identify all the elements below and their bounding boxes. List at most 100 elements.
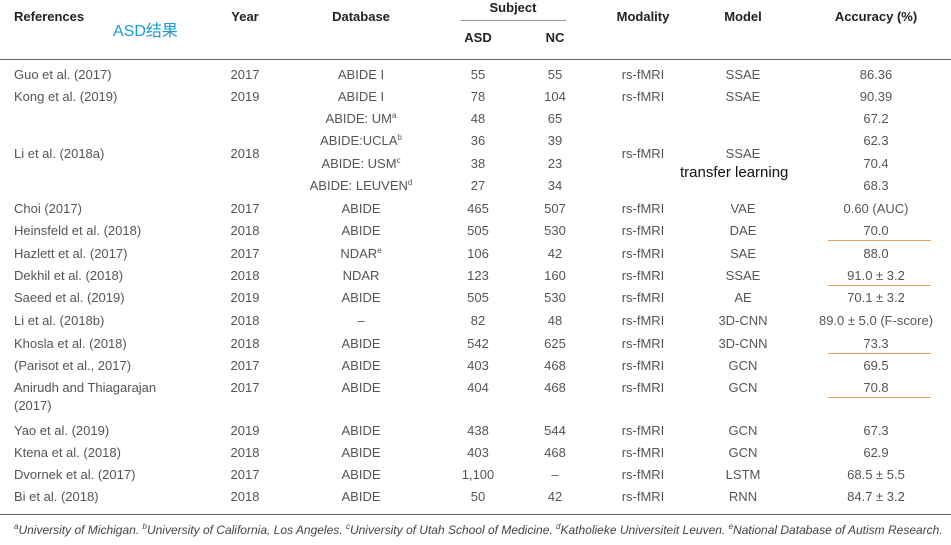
cell-accuracy: 91.0 ± 3.2 (847, 268, 905, 283)
cell-nc: 42 (547, 246, 563, 261)
footnote-text: National Database of Autism Research. (733, 523, 943, 537)
cell-modality: rs-fMRI (621, 268, 665, 283)
cell-model: SSAE (725, 268, 761, 283)
cell-year: 2018 (230, 268, 260, 283)
transfer-learning-annotation: transfer learning (680, 164, 789, 181)
asd-results-annotation: ASD结果 (113, 23, 178, 40)
cell-nc: – (551, 467, 559, 482)
cell-database: ABIDE I (337, 67, 385, 82)
cell-accuracy: 62.3 (863, 133, 889, 148)
cell-year: 2017 (230, 201, 260, 216)
cell-accuracy: 69.5 (863, 358, 889, 373)
cell-database: ABIDE: USMc (321, 156, 401, 171)
cell-asd: 48 (470, 111, 486, 126)
cell-year: 2017 (230, 380, 260, 395)
cell-reference: Choi (2017) (14, 201, 82, 216)
cell-year: 2019 (230, 290, 260, 305)
cell-nc: 55 (547, 67, 563, 82)
cell-accuracy: 70.4 (863, 156, 889, 171)
cell-reference: (Parisot et al., 2017) (14, 358, 132, 373)
cell-nc: 23 (547, 156, 563, 171)
cell-database: ABIDE (341, 290, 381, 305)
cell-modality: rs-fMRI (621, 336, 665, 351)
cell-accuracy: 73.3 (863, 336, 889, 351)
cell-accuracy: 70.0 (863, 223, 889, 238)
cell-model: 3D-CNN (718, 313, 768, 328)
accuracy-highlight-underline (828, 353, 931, 354)
cell-model: GCN (728, 358, 758, 373)
cell-asd: 50 (470, 489, 486, 504)
cell-asd: 1,100 (461, 467, 495, 482)
accuracy-highlight-underline (828, 240, 931, 241)
cell-year: 2018 (230, 445, 260, 460)
cell-asd: 27 (470, 178, 486, 193)
cell-modality: rs-fMRI (621, 380, 665, 395)
cell-nc: 544 (544, 423, 566, 438)
cell-modality: rs-fMRI (621, 223, 665, 238)
cell-modality: rs-fMRI (621, 467, 665, 482)
cell-database: ABIDE (341, 445, 381, 460)
cell-accuracy: 70.8 (863, 380, 889, 395)
cell-modality: rs-fMRI (621, 67, 665, 82)
cell-accuracy: 88.0 (863, 246, 889, 261)
cell-model: GCN (728, 380, 758, 395)
accuracy-highlight-underline (828, 397, 931, 398)
cell-accuracy: 84.7 ± 3.2 (847, 489, 905, 504)
cell-accuracy: 90.39 (859, 89, 893, 104)
cell-asd: 465 (467, 201, 489, 216)
cell-accuracy: 86.36 (859, 67, 893, 82)
cell-year: 2019 (230, 89, 260, 104)
cell-modality: rs-fMRI (621, 290, 665, 305)
cell-database: ABIDE (341, 201, 381, 216)
cell-asd: 505 (467, 290, 489, 305)
header-nc: NC (545, 30, 565, 45)
cell-year: 2017 (230, 246, 260, 261)
cell-database: ABIDE (341, 489, 381, 504)
cell-year: 2017 (230, 67, 260, 82)
cell-nc: 48 (547, 313, 563, 328)
cell-nc: 104 (544, 89, 566, 104)
cell-modality: rs-fMRI (621, 489, 665, 504)
cell-nc: 42 (547, 489, 563, 504)
cell-model: GCN (728, 445, 758, 460)
header-accuracy: Accuracy (%) (834, 9, 918, 24)
cell-reference: Hazlett et al. (2017) (14, 246, 128, 261)
cell-asd: 36 (470, 133, 486, 148)
cell-database: ABIDE:UCLAb (320, 133, 402, 148)
footnote-marker: e (728, 522, 734, 531)
cell-database: NDARe (340, 246, 382, 261)
bottom-rule (0, 514, 951, 515)
cell-reference: Li et al. (2018b) (14, 313, 105, 328)
cell-accuracy: 0.60 (AUC) (843, 201, 909, 216)
cell-reference: Heinsfeld et al. (2018) (14, 223, 142, 238)
cell-nc: 65 (547, 111, 563, 126)
cell-reference: Saeed et al. (2019) (14, 290, 125, 305)
cell-model: RNN (728, 489, 758, 504)
accuracy-highlight-underline (828, 285, 931, 286)
cell-year: 2017 (230, 358, 260, 373)
cell-asd: 404 (467, 380, 489, 395)
cell-accuracy: 67.3 (863, 423, 889, 438)
cell-modality: rs-fMRI (621, 313, 665, 328)
cell-reference: Kong et al. (2019) (14, 89, 118, 104)
cell-modality: rs-fMRI (621, 201, 665, 216)
cell-reference: Guo et al. (2017) (14, 67, 112, 82)
cell-nc: 468 (544, 380, 566, 395)
cell-database: ABIDE (341, 380, 381, 395)
cell-reference-line: (2017) (14, 398, 52, 413)
footnote-text: University of Utah School of Medicine. (349, 523, 557, 537)
cell-asd: 55 (470, 67, 486, 82)
cell-reference: Khosla et al. (2018) (14, 336, 127, 351)
cell-year: 2018 (230, 489, 260, 504)
cell-database: ABIDE: UMa (325, 111, 397, 126)
cell-model: SSAE (725, 89, 761, 104)
cell-database: NDAR (342, 268, 380, 283)
header-modality: Modality (616, 9, 670, 24)
cell-nc: 530 (544, 290, 566, 305)
cell-modality: rs-fMRI (621, 246, 665, 261)
header-year: Year (231, 9, 259, 24)
subject-subrule (461, 20, 566, 21)
cell-reference-line: Anirudh and Thiagarajan (14, 380, 157, 395)
cell-asd: 403 (467, 445, 489, 460)
